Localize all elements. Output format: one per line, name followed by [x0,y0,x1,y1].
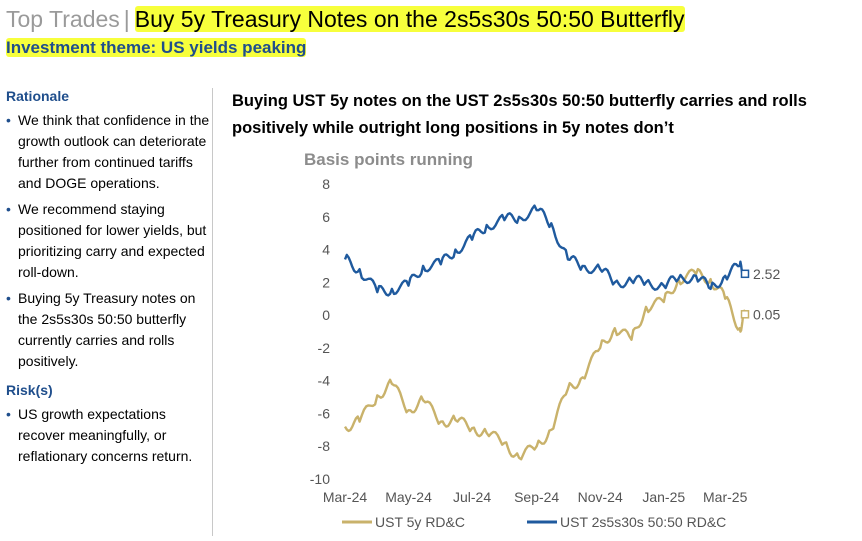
x-tick-label: Nov-24 [578,489,623,505]
y-tick-label: 2 [322,274,330,290]
y-tick-label: -2 [318,340,331,356]
title-main: Buy 5y Treasury Notes on the 2s5s30s 50:… [134,6,685,32]
legend-label: UST 2s5s30s 50:50 RD&C [560,514,726,530]
y-tick-label: 0 [322,307,330,323]
x-tick-label: Mar-25 [703,489,748,505]
risks-list: US growth expectations recover meaningfu… [6,404,211,467]
x-tick-label: Jan-25 [642,489,685,505]
risks-heading: Risk(s) [6,382,53,398]
sidebar: Rationale We think that confidence in th… [6,88,211,477]
rationale-item: We recommend staying positioned for lowe… [6,199,211,283]
risk-item: US growth expectations recover meaningfu… [6,404,211,467]
y-tick-label: 8 [322,176,330,192]
column-divider [212,88,213,536]
x-tick-label: Sep-24 [514,489,559,505]
x-tick-label: May-24 [385,489,432,505]
series-line [343,267,747,461]
y-tick-label: -8 [318,438,331,454]
chart-title: Buying UST 5y notes on the UST 2s5s30s 5… [232,92,807,137]
page-title: Top Trades | Buy 5y Treasury Notes on the … [6,2,685,36]
y-tick-label: -10 [310,471,330,487]
rationale-heading: Rationale [6,88,70,104]
x-tick-label: Mar-24 [323,489,368,505]
y-tick-label: -4 [318,373,331,389]
y-axis-label: Basis points running [304,150,473,169]
x-tick-label: Jul-24 [453,489,491,505]
legend-label: UST 5y RD&C [375,514,465,530]
investment-theme-text: Investment theme: US yields peaking [6,38,307,57]
title-prefix: Top Trades [6,6,120,32]
title-separator: | [123,6,130,32]
series-end-marker [740,310,750,319]
series-end-label: 0.05 [753,306,780,322]
rationale-item: We think that confidence in the growth o… [6,110,211,194]
investment-theme: Investment theme: US yields peaking [6,38,307,58]
rationale-item: Buying 5y Treasury notes on the 2s5s30s … [6,288,211,372]
rationale-list: We think that confidence in the growth o… [6,110,211,372]
y-tick-label: 4 [322,242,330,258]
y-tick-label: 6 [322,209,330,225]
y-tick-label: -6 [318,405,331,421]
series-end-marker [740,269,750,279]
series-end-label: 2.52 [753,266,780,282]
series-line [343,204,746,297]
